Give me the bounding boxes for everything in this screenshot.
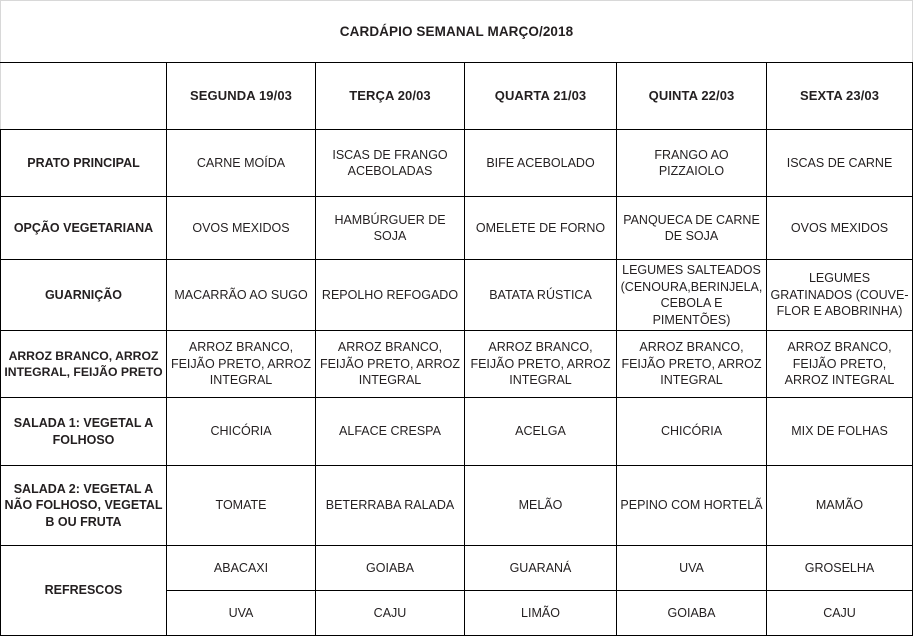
cell-refresco2-quinta: GOIABA <box>616 590 767 636</box>
cell-vegetariana-terca: HAMBÚRGUER DE SOJA <box>315 196 465 260</box>
title-row: CARDÁPIO SEMANAL MARÇO/2018 <box>0 0 914 63</box>
table-row: OPÇÃO VEGETARIANA OVOS MEXIDOS HAMBÚRGUE… <box>0 196 914 260</box>
cell-refresco2-quarta: LIMÃO <box>464 590 617 636</box>
cell-refresco2-terca: CAJU <box>315 590 465 636</box>
cell-arroz-terca: ARROZ BRANCO, FEIJÃO PRETO, ARROZ INTEGR… <box>315 330 465 398</box>
row-label-salada-2: SALADA 2: VEGETAL A NÃO FOLHOSO, VEGETAL… <box>0 465 167 546</box>
cell-salada2-segunda: TOMATE <box>166 465 316 546</box>
row-label-opcao-vegetariana: OPÇÃO VEGETARIANA <box>0 196 167 260</box>
cell-refresco2-sexta: CAJU <box>765 590 914 636</box>
cell-prato-principal-sexta: ISCAS DE CARNE <box>765 129 914 197</box>
cell-prato-principal-terca: ISCAS DE FRANGO ACEBOLADAS <box>315 129 465 197</box>
day-header-row: SEGUNDA 19/03 TERÇA 20/03 QUARTA 21/03 Q… <box>0 62 914 130</box>
page-title: CARDÁPIO SEMANAL MARÇO/2018 <box>0 0 914 63</box>
row-label-guarnicao: GUARNIÇÃO <box>0 259 167 331</box>
cell-guarnicao-quinta: LEGUMES SALTEADOS (CENOURA,BERINJELA, CE… <box>616 259 767 331</box>
day-header-terca: TERÇA 20/03 <box>315 62 465 130</box>
row-label-prato-principal: PRATO PRINCIPAL <box>0 129 167 197</box>
cell-prato-principal-quinta: FRANGO AO PIZZAIOLO <box>616 129 767 197</box>
cell-salada1-terca: ALFACE CRESPA <box>315 397 465 466</box>
row-label-arroz-feijao: ARROZ BRANCO, ARROZ INTEGRAL, FEIJÃO PRE… <box>0 330 167 398</box>
cell-refresco1-quarta: GUARANÁ <box>464 545 617 591</box>
cell-salada2-quinta: PEPINO COM HORTELÃ <box>616 465 767 546</box>
cell-arroz-segunda: ARROZ BRANCO, FEIJÃO PRETO, ARROZ INTEGR… <box>166 330 316 398</box>
cell-salada1-quinta: CHICÓRIA <box>616 397 767 466</box>
cell-guarnicao-segunda: MACARRÃO AO SUGO <box>166 259 316 331</box>
cell-salada1-segunda: CHICÓRIA <box>166 397 316 466</box>
cell-salada1-sexta: MIX DE FOLHAS <box>765 397 914 466</box>
cell-refresco1-segunda: ABACAXI <box>166 545 316 591</box>
cell-vegetariana-quinta: PANQUECA DE CARNE DE SOJA <box>616 196 767 260</box>
day-header-sexta: SEXTA 23/03 <box>765 62 914 130</box>
cell-salada2-quarta: MELÃO <box>464 465 617 546</box>
row-label-refrescos: REFRESCOS <box>0 545 167 636</box>
cell-prato-principal-quarta: BIFE ACEBOLADO <box>464 129 617 197</box>
cell-arroz-quarta: ARROZ BRANCO, FEIJÃO PRETO, ARROZ INTEGR… <box>464 330 617 398</box>
day-header-segunda: SEGUNDA 19/03 <box>166 62 316 130</box>
table-row: ARROZ BRANCO, ARROZ INTEGRAL, FEIJÃO PRE… <box>0 330 914 398</box>
row-label-salada-1: SALADA 1: VEGETAL A FOLHOSO <box>0 397 167 466</box>
table-row: REFRESCOS ABACAXI GOIABA GUARANÁ UVA GRO… <box>0 545 914 636</box>
table-row: GUARNIÇÃO MACARRÃO AO SUGO REPOLHO REFOG… <box>0 259 914 331</box>
table-row: PRATO PRINCIPAL CARNE MOÍDA ISCAS DE FRA… <box>0 129 914 197</box>
cell-vegetariana-segunda: OVOS MEXIDOS <box>166 196 316 260</box>
cell-guarnicao-quarta: BATATA RÚSTICA <box>464 259 617 331</box>
cell-salada1-quarta: ACELGA <box>464 397 617 466</box>
table-row: SALADA 1: VEGETAL A FOLHOSO CHICÓRIA ALF… <box>0 397 914 466</box>
cell-salada2-sexta: MAMÃO <box>765 465 914 546</box>
cell-arroz-quinta: ARROZ BRANCO, FEIJÃO PRETO, ARROZ INTEGR… <box>616 330 767 398</box>
table-row: SALADA 2: VEGETAL A NÃO FOLHOSO, VEGETAL… <box>0 465 914 546</box>
cell-refresco1-quinta: UVA <box>616 545 767 591</box>
cell-vegetariana-sexta: OVOS MEXIDOS <box>765 196 914 260</box>
day-header-quinta: QUINTA 22/03 <box>616 62 767 130</box>
table-corner-cell <box>0 62 167 130</box>
cell-vegetariana-quarta: OMELETE DE FORNO <box>464 196 617 260</box>
cell-refresco2-segunda: UVA <box>166 590 316 636</box>
cell-prato-principal-segunda: CARNE MOÍDA <box>166 129 316 197</box>
cell-guarnicao-sexta: LEGUMES GRATINADOS (COUVE-FLOR E ABOBRIN… <box>765 259 914 331</box>
cell-guarnicao-terca: REPOLHO REFOGADO <box>315 259 465 331</box>
day-header-quarta: QUARTA 21/03 <box>464 62 617 130</box>
cell-arroz-sexta: ARROZ BRANCO, FEIJÃO PRETO, ARROZ INTEGR… <box>765 330 914 398</box>
cell-refresco1-terca: GOIABA <box>315 545 465 591</box>
cell-refresco1-sexta: GROSELHA <box>765 545 914 591</box>
cell-salada2-terca: BETERRABA RALADA <box>315 465 465 546</box>
